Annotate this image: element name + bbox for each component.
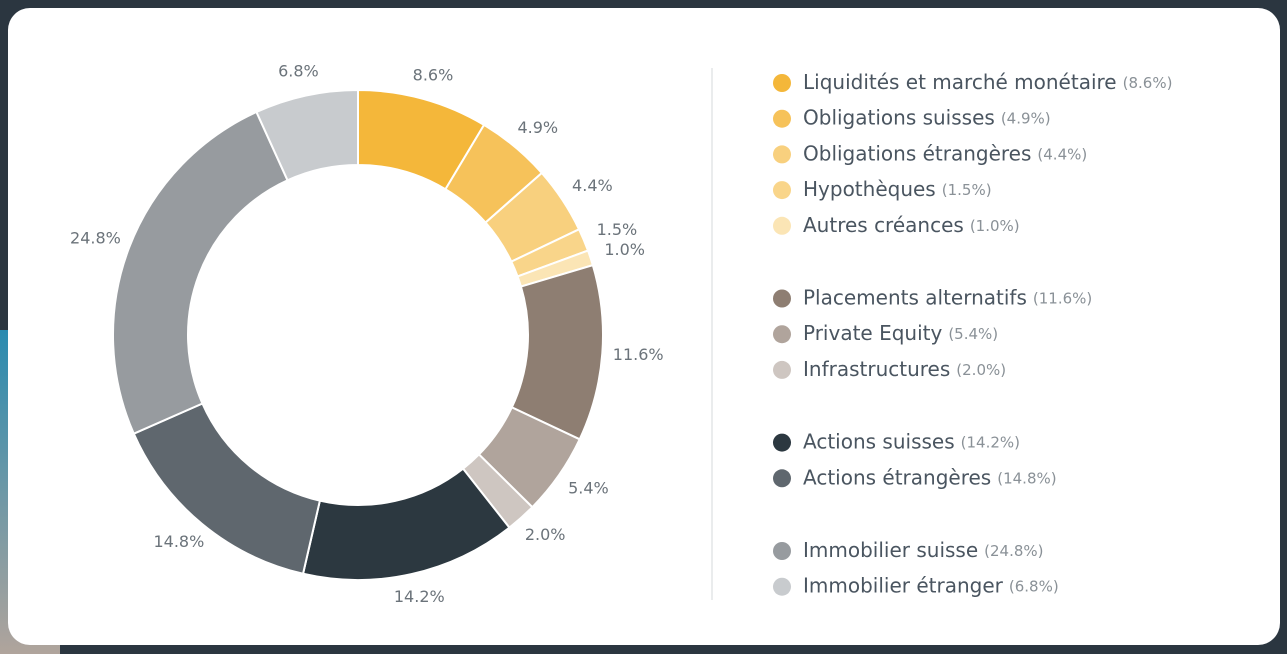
legend-swatch bbox=[773, 109, 791, 128]
slice-label: 14.2% bbox=[394, 587, 445, 606]
slice-label: 1.0% bbox=[604, 240, 645, 259]
slice-label: 5.4% bbox=[568, 478, 609, 497]
donut-slice bbox=[255, 88, 359, 182]
legend-name: Placements alternatifs bbox=[803, 285, 1027, 309]
legend-name: Obligations suisses bbox=[803, 105, 995, 129]
legend-value: (5.4%) bbox=[948, 325, 998, 343]
legend-entry: Immobilier étranger (6.8%) bbox=[803, 573, 1059, 597]
legend-name: Actions étrangères bbox=[803, 465, 991, 489]
legend-entry: Immobilier suisse (24.8%) bbox=[803, 538, 1044, 562]
legend-value: (14.8%) bbox=[997, 469, 1056, 487]
legend-entry: Actions étrangères (14.8%) bbox=[803, 465, 1057, 489]
slice-label: 1.5% bbox=[597, 220, 638, 239]
legend-value: (4.4%) bbox=[1037, 145, 1087, 163]
legend-entry: Hypothèques (1.5%) bbox=[803, 177, 992, 201]
legend-value: (24.8%) bbox=[984, 542, 1043, 560]
legend-entry: Autres créances (1.0%) bbox=[803, 212, 1020, 236]
legend-name: Private Equity bbox=[803, 321, 942, 345]
legend-entry: Obligations suisses (4.9%) bbox=[803, 105, 1051, 129]
legend-swatch bbox=[773, 469, 791, 488]
legend-swatch bbox=[773, 181, 791, 200]
slice-label: 6.8% bbox=[278, 62, 319, 81]
slice-label: 14.8% bbox=[153, 532, 204, 551]
legend-swatch bbox=[773, 145, 791, 164]
legend-entry: Placements alternatifs (11.6%) bbox=[803, 285, 1092, 309]
legend-entry: Liquidités et marché monétaire (8.6%) bbox=[803, 70, 1172, 94]
slice-label: 2.0% bbox=[525, 525, 566, 544]
legend-name: Liquidités et marché monétaire bbox=[803, 70, 1117, 94]
donut-slice bbox=[112, 110, 289, 436]
legend-value: (6.8%) bbox=[1009, 577, 1059, 595]
legend-entry: Obligations étrangères (4.4%) bbox=[803, 141, 1087, 165]
legend-value: (14.2%) bbox=[961, 433, 1020, 451]
legend-entry: Actions suisses (14.2%) bbox=[803, 429, 1020, 453]
legend-value: (2.0%) bbox=[956, 360, 1006, 378]
slice-label: 24.8% bbox=[70, 229, 121, 248]
legend-name: Immobilier suisse bbox=[803, 538, 978, 562]
legend-value: (11.6%) bbox=[1033, 289, 1092, 307]
slice-label: 4.4% bbox=[572, 176, 613, 195]
legend-name: Hypothèques bbox=[803, 177, 936, 201]
legend-name: Immobilier étranger bbox=[803, 573, 1004, 597]
legend-swatch bbox=[773, 360, 791, 379]
legend-name: Infrastructures bbox=[803, 356, 950, 380]
slice-label: 11.6% bbox=[613, 345, 664, 364]
legend-value: (1.0%) bbox=[970, 216, 1020, 234]
slice-label: 8.6% bbox=[413, 65, 454, 84]
legend-name: Obligations étrangères bbox=[803, 141, 1031, 165]
slice-label: 4.9% bbox=[517, 118, 558, 137]
legend-swatch bbox=[773, 577, 791, 596]
legend-swatch bbox=[773, 74, 791, 92]
legend-swatch bbox=[773, 433, 791, 452]
legend-swatch bbox=[773, 325, 791, 344]
legend-swatch bbox=[773, 216, 791, 235]
legend-value: (1.5%) bbox=[942, 181, 992, 199]
legend-entry: Private Equity (5.4%) bbox=[803, 321, 998, 345]
legend-swatch bbox=[773, 542, 791, 560]
legend-swatch bbox=[773, 289, 791, 308]
legend-value: (8.6%) bbox=[1123, 74, 1173, 92]
card bbox=[8, 8, 1280, 645]
legend-name: Actions suisses bbox=[803, 429, 955, 453]
legend-name: Autres créances bbox=[803, 212, 964, 236]
legend-value: (4.9%) bbox=[1001, 109, 1051, 127]
legend-entry: Infrastructures (2.0%) bbox=[803, 356, 1006, 380]
